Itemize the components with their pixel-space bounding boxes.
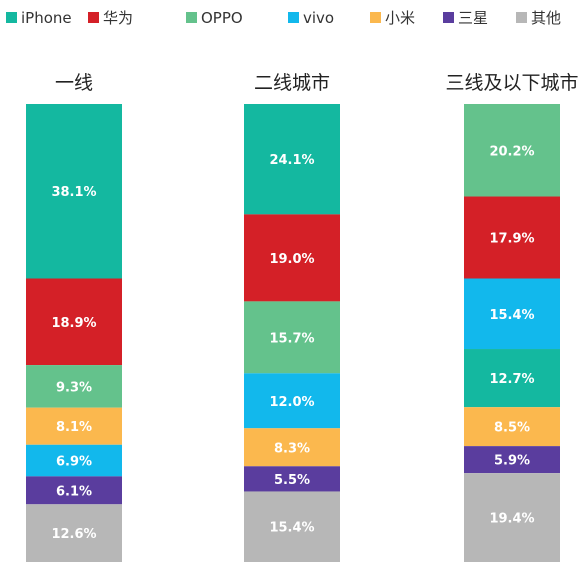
bar-label-oppo-0: 9.3% (56, 380, 92, 395)
bar-segment-oppo-0 (26, 365, 122, 408)
bar-label-华为-1: 19.0% (269, 252, 314, 267)
bar-segment-三星-1 (244, 466, 340, 492)
bar-segment-三星-2 (464, 446, 560, 474)
bar-segment-iphone-0 (26, 104, 122, 279)
bar-segment-其他-1 (244, 491, 340, 562)
legend-swatch-oppo (186, 12, 197, 23)
bar-column-1: 24.1% 19.0% 15.7% 12.0% 8.3% 5.5% 15.4% (244, 104, 340, 562)
legend-swatch-iphone (6, 12, 17, 23)
bar-label-oppo-1: 15.7% (269, 331, 314, 346)
bar-label-小米-2: 8.5% (494, 421, 530, 436)
bar-label-vivo-2: 15.4% (489, 308, 534, 323)
column-title-2: 三线及以下城市 (445, 72, 578, 94)
bar-segment-小米-2 (464, 407, 560, 447)
column-title-1: 二线城市 (254, 72, 330, 94)
legend-swatch-其他 (516, 12, 527, 23)
bar-segment-其他-2 (464, 473, 560, 562)
bar-segment-华为-0 (26, 278, 122, 366)
legend-label-小米: 小米 (385, 9, 415, 27)
bar-label-三星-0: 6.1% (56, 484, 92, 499)
bar-segment-小米-0 (26, 407, 122, 445)
bar-segment-其他-0 (26, 504, 122, 562)
bar-label-iphone-2: 12.7% (489, 372, 534, 387)
bar-column-2: 20.2% 17.9% 15.4% 12.7% 8.5% 5.9% 19.4% (464, 104, 560, 562)
bar-label-iphone-0: 38.1% (51, 185, 96, 200)
bar-label-vivo-1: 12.0% (269, 395, 314, 410)
bars: 38.1% 18.9% 9.3% 8.1% 6.9% 6.1% 12.6% 24.1% 19.0… (26, 104, 560, 562)
legend-swatch-小米 (370, 12, 381, 23)
legend-label-其他: 其他 (531, 9, 561, 27)
legend: iPhone 华为 OPPO vivo 小米 三星 其他 (6, 9, 561, 27)
bar-label-其他-2: 19.4% (489, 512, 534, 527)
bar-label-小米-0: 8.1% (56, 420, 92, 435)
legend-label-iphone: iPhone (21, 9, 72, 27)
legend-swatch-三星 (443, 12, 454, 23)
bar-segment-oppo-1 (244, 301, 340, 374)
bar-segment-三星-0 (26, 476, 122, 505)
column-title-0: 一线 (55, 72, 93, 94)
bar-label-华为-0: 18.9% (51, 316, 96, 331)
bar-segment-vivo-0 (26, 444, 122, 477)
bar-label-vivo-0: 6.9% (56, 455, 92, 470)
legend-label-三星: 三星 (458, 9, 488, 27)
legend-label-华为: 华为 (103, 9, 133, 27)
bar-segment-vivo-1 (244, 373, 340, 429)
bar-label-小米-1: 8.3% (274, 441, 310, 456)
bar-label-其他-0: 12.6% (51, 527, 96, 542)
bar-label-其他-1: 15.4% (269, 521, 314, 536)
bar-label-iphone-1: 24.1% (269, 153, 314, 168)
bar-segment-华为-1 (244, 214, 340, 302)
bar-segment-iphone-2 (464, 349, 560, 408)
legend-swatch-华为 (88, 12, 99, 23)
bar-label-oppo-2: 20.2% (489, 144, 534, 159)
legend-swatch-vivo (288, 12, 299, 23)
legend-label-vivo: vivo (303, 9, 334, 27)
bar-column-0: 38.1% 18.9% 9.3% 8.1% 6.9% 6.1% 12.6% (26, 104, 122, 562)
bar-label-华为-2: 17.9% (489, 232, 534, 247)
column-titles: 一线 二线城市 三线及以下城市 (55, 72, 579, 94)
bar-segment-小米-1 (244, 428, 340, 467)
bar-segment-oppo-2 (464, 104, 560, 197)
bar-segment-华为-2 (464, 196, 560, 279)
bar-segment-vivo-2 (464, 278, 560, 350)
bar-label-三星-1: 5.5% (274, 473, 310, 488)
bar-segment-iphone-1 (244, 104, 340, 215)
bar-label-三星-2: 5.9% (494, 454, 530, 469)
legend-label-oppo: OPPO (201, 9, 243, 27)
